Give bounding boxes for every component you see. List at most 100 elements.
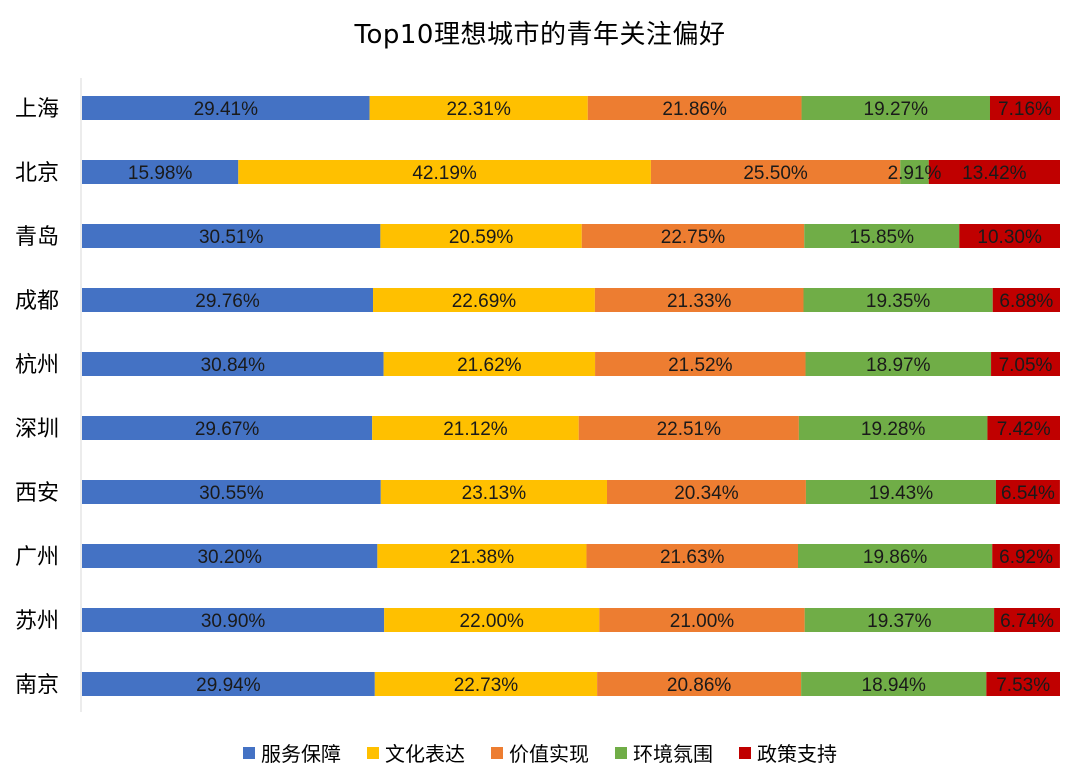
bar-segment [369,96,588,120]
legend-label: 政策支持 [757,742,837,766]
legend-label: 环境氛围 [633,742,713,766]
category-label: 成都 [15,289,59,314]
bar-segment [384,608,600,632]
legend-item: 文化表达 [367,738,465,767]
bar-segment [900,160,929,184]
bar-segment [82,672,375,696]
data-label: 22.31% [446,99,511,120]
data-label: 10.30% [977,227,1042,248]
data-label: 21.52% [668,355,733,376]
bar-segment [82,352,384,376]
data-label: 15.85% [850,227,915,248]
data-label: 15.98% [128,163,193,184]
data-label: 20.34% [674,483,739,504]
legend-swatch [615,746,627,759]
legend-item: 政策支持 [739,738,837,767]
bar-segment [82,224,381,248]
data-label: 21.63% [660,547,725,568]
bar-segment [928,160,1060,184]
data-label: 22.51% [657,419,722,440]
bar-segment [372,416,579,440]
legend-label: 价值实现 [509,742,589,766]
bar-segment [578,416,799,440]
data-label: 6.92% [999,547,1053,568]
data-label: 29.41% [194,99,259,120]
category-label: 杭州 [15,353,59,378]
legend-swatch [367,746,379,759]
bar-segment [380,480,607,504]
data-label: 30.90% [201,611,266,632]
bar-segment [804,608,995,632]
data-label: 6.88% [999,291,1053,312]
data-label: 21.33% [667,291,732,312]
bar-segment [992,544,1060,568]
data-label: 42.19% [412,163,477,184]
bar-segment [82,416,373,440]
bar-segment [374,672,598,696]
bar-segment [994,608,1060,632]
category-label: 深圳 [15,417,59,442]
bar-segment [594,288,804,312]
data-label: 21.62% [457,355,522,376]
bar-segment [805,480,996,504]
data-label: 7.16% [998,99,1052,120]
data-label: 22.75% [661,227,726,248]
category-label: 苏州 [15,609,59,634]
bar-segment [597,672,802,696]
category-label: 南京 [15,673,59,698]
bar-segment [801,96,990,120]
bar-segment [586,544,798,568]
data-label: 25.50% [743,163,808,184]
category-label: 北京 [15,161,59,186]
data-label: 21.00% [670,611,735,632]
data-label: 29.76% [195,291,260,312]
bar-segment [987,416,1060,440]
bar-segment [995,480,1060,504]
bar-segment [587,96,802,120]
data-label: 23.13% [462,483,527,504]
data-label: 7.42% [997,419,1051,440]
data-label: 19.43% [869,483,934,504]
data-label: 22.69% [452,291,517,312]
bar-segment [992,288,1060,312]
legend: 服务保障 文化表达 价值实现 环境氛围 政策支持 [0,738,1080,767]
bar-segment [82,96,370,120]
category-label: 青岛 [15,225,59,250]
bar-segment [581,224,805,248]
data-label: 30.55% [199,483,264,504]
data-label: 7.05% [999,355,1053,376]
bar-segment [595,352,806,376]
bar-segment [599,608,805,632]
data-label: 6.74% [1000,611,1054,632]
category-label: 广州 [15,545,59,570]
data-label: 22.00% [460,611,525,632]
bar-segment [380,224,582,248]
data-label: 21.86% [662,99,727,120]
bar-segment [82,160,239,184]
data-label: 29.67% [195,419,260,440]
category-label: 西安 [15,481,59,506]
bar-segment [82,544,378,568]
bar-segment [805,352,992,376]
chart-title: Top10理想城市的青年关注偏好 [354,20,726,50]
data-label: 29.94% [196,675,261,696]
data-label: 21.12% [443,419,508,440]
legend-swatch [739,746,751,759]
data-label: 19.86% [863,547,928,568]
data-label: 19.27% [864,99,929,120]
data-label: 30.51% [199,227,264,248]
legend-item: 价值实现 [491,738,589,767]
bar-segment [959,224,1060,248]
data-label: 13.42% [962,163,1027,184]
data-label: 7.53% [996,675,1050,696]
bar-segment [82,608,385,632]
bar-segment [804,224,960,248]
data-label: 20.86% [667,675,732,696]
legend-swatch [243,746,255,759]
data-label: 19.37% [867,611,932,632]
bar-segment [803,288,993,312]
data-label: 18.94% [862,675,927,696]
bar-segment [801,672,987,696]
bar-segment [650,160,901,184]
